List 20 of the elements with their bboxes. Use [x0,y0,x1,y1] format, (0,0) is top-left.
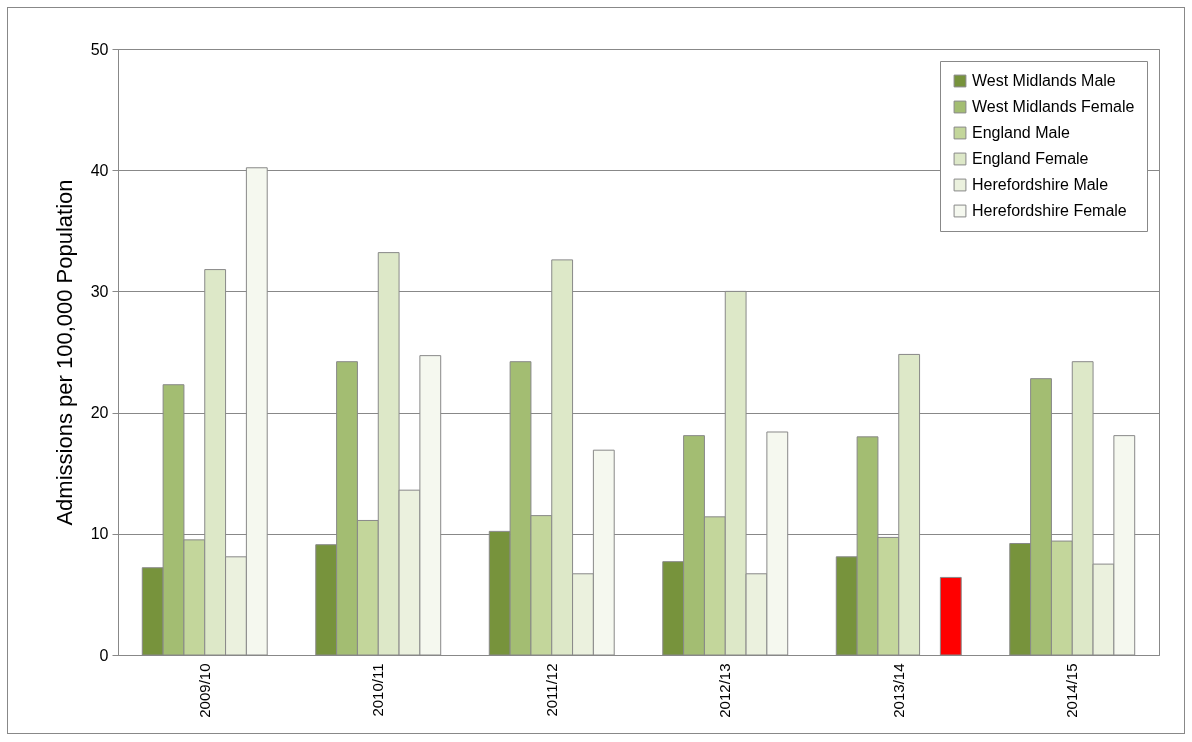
x-tick-label: 2010/11 [369,663,387,717]
x-tick-label: 2014/15 [1063,663,1081,718]
y-tick-label: 0 [99,646,109,664]
x-tick-label: 2011/12 [542,663,560,717]
y-tick-label: 20 [90,404,109,422]
bar [939,576,962,656]
legend-label: Herefordshire Male [972,176,1109,193]
x-tick-label: 2013/14 [889,663,907,718]
x-tick-label: 2009/10 [195,663,213,718]
legend-label: West Midlands Male [972,72,1116,89]
y-tick-label: 50 [90,40,109,58]
legend-label: England Male [972,124,1070,141]
x-tick-label: 2012/13 [716,663,734,718]
y-tick-label: 10 [90,525,109,543]
y-tick-label: 30 [90,282,109,300]
y-tick-label: 40 [90,161,109,179]
legend-label: West Midlands Female [972,98,1135,115]
legend-label: England Female [972,150,1089,167]
y-axis-title: Admissions per 100,000 Population [51,179,77,526]
legend-label: Herefordshire Female [972,202,1127,219]
